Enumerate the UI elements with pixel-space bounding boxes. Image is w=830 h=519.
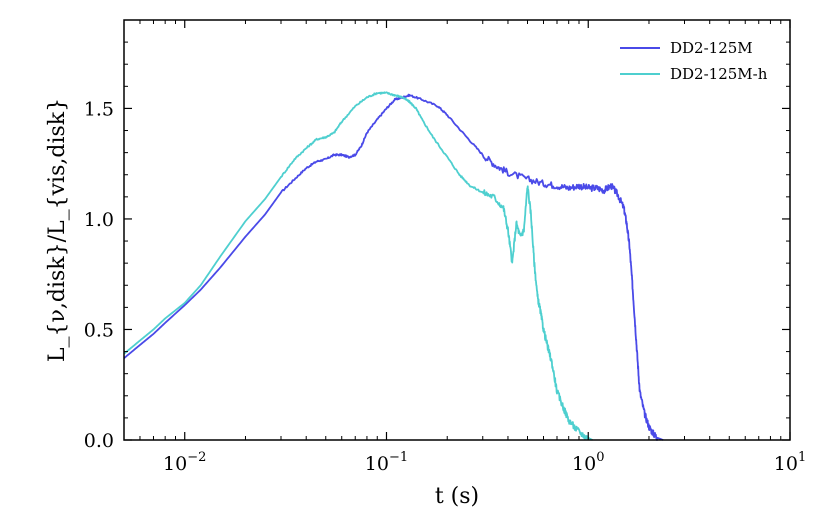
- x-tick-exponent: −2: [187, 450, 206, 465]
- legend: DD2-125M DD2-125M-h: [620, 39, 768, 83]
- y-tick-label: 0.5: [84, 319, 114, 341]
- x-tick-base: 10: [365, 453, 389, 475]
- plot-frame: [123, 19, 791, 441]
- y-tick-label: 0.0: [84, 430, 114, 452]
- y-tick-label: 1.0: [84, 209, 114, 231]
- x-tick-label: 101: [774, 450, 806, 475]
- x-tick-base: 10: [774, 453, 798, 475]
- x-tick-exponent: 1: [798, 450, 806, 465]
- x-axis-label: t (s): [435, 484, 479, 509]
- x-tick-label: 100: [572, 450, 604, 475]
- x-tick-base: 10: [163, 453, 187, 475]
- y-axis-label: L_{ν,disk}/L_{vis,disk}: [45, 98, 70, 362]
- x-tick-base: 10: [572, 453, 596, 475]
- legend-label: DD2-125M-h: [670, 65, 768, 83]
- series-line-2: [123, 91, 593, 441]
- series-line-1: [123, 93, 664, 441]
- x-tick-label: 10−1: [365, 450, 408, 475]
- legend-label: DD2-125M: [670, 39, 753, 57]
- series-layer: [123, 91, 664, 441]
- x-tick-label: 10−2: [163, 450, 206, 475]
- y-tick-label: 1.5: [84, 98, 114, 120]
- x-tick-exponent: 0: [596, 450, 604, 465]
- x-tick-exponent: −1: [389, 450, 408, 465]
